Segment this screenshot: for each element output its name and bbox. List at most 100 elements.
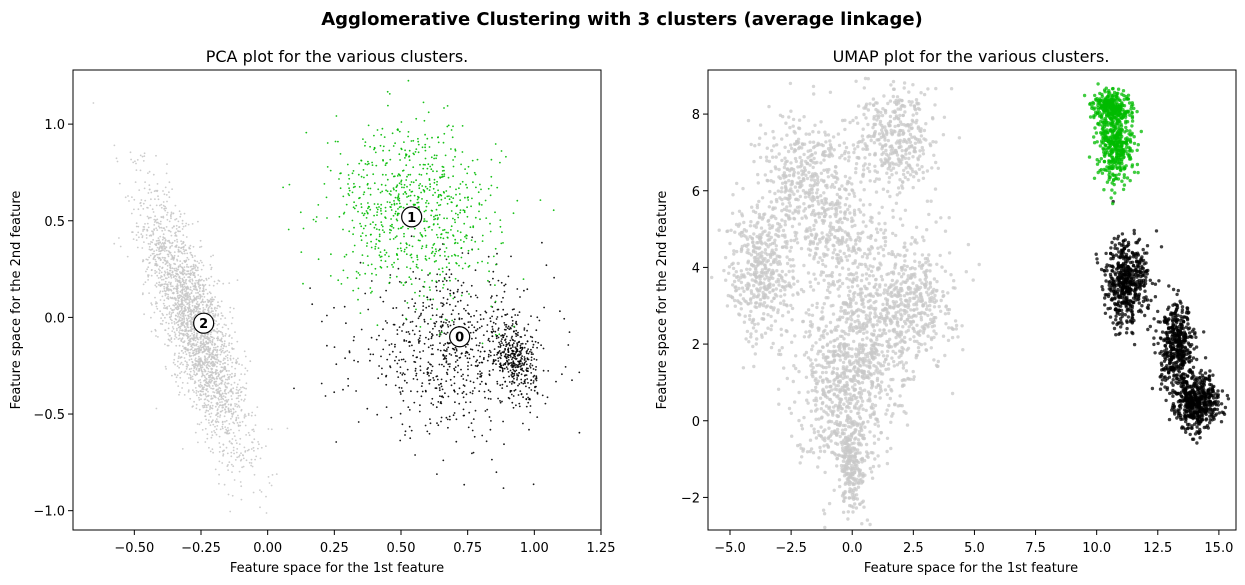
pca-point xyxy=(128,200,130,202)
pca-point xyxy=(512,346,514,348)
umap-point xyxy=(835,337,840,341)
pca-point xyxy=(416,356,418,359)
umap-point xyxy=(800,427,805,431)
pca-point xyxy=(526,340,529,343)
pca-point xyxy=(215,309,217,312)
pca-point xyxy=(353,226,355,229)
pca-point xyxy=(360,175,363,178)
pca-point xyxy=(384,206,387,209)
pca-point xyxy=(424,133,426,136)
pca-point xyxy=(166,289,168,292)
pca-point xyxy=(480,374,483,377)
pca-point xyxy=(334,140,337,143)
pca-point xyxy=(189,343,192,345)
pca-point xyxy=(170,258,173,260)
pca-point xyxy=(244,367,247,370)
pca-point xyxy=(500,334,502,337)
pca-point xyxy=(458,387,461,390)
pca-point xyxy=(178,275,181,278)
pca-point xyxy=(366,174,368,177)
pca-point xyxy=(143,241,145,244)
pca-point xyxy=(526,288,529,291)
pca-point xyxy=(513,325,515,328)
pca-title: PCA plot for the various clusters. xyxy=(206,47,469,66)
pca-point xyxy=(186,256,189,259)
pca-point xyxy=(531,336,534,339)
pca-point xyxy=(525,351,528,353)
pca-point xyxy=(360,203,363,205)
pca-point xyxy=(191,268,193,271)
pca-point xyxy=(213,346,215,349)
pca-point xyxy=(440,395,443,398)
pca-point xyxy=(358,186,361,188)
pca-point xyxy=(513,389,516,392)
pca-point xyxy=(415,148,418,151)
pca-point xyxy=(172,292,175,295)
pca-point xyxy=(159,276,162,279)
pca-point xyxy=(329,275,332,277)
pca-point xyxy=(380,210,382,212)
umap-point xyxy=(881,363,886,368)
umap-point xyxy=(880,343,884,347)
pca-point xyxy=(182,363,184,366)
pca-point xyxy=(149,243,152,245)
pca-point xyxy=(193,334,195,336)
pca-point xyxy=(220,312,223,314)
pca-point xyxy=(466,186,468,189)
pca-point xyxy=(203,386,205,389)
pca-point xyxy=(116,160,119,163)
pca-point xyxy=(204,283,207,286)
pca-point xyxy=(302,227,305,230)
pca-point xyxy=(209,415,212,418)
pca-point xyxy=(364,144,366,147)
pca-point xyxy=(184,292,187,295)
pca-series-cluster-2 xyxy=(92,102,289,514)
pca-point xyxy=(155,260,158,263)
pca-point xyxy=(514,357,516,360)
pca-point xyxy=(468,353,471,356)
pca-point xyxy=(429,422,432,425)
pca-point xyxy=(410,235,413,238)
pca-point xyxy=(408,425,411,428)
pca-point xyxy=(532,382,535,384)
pca-point xyxy=(135,225,138,228)
pca-point xyxy=(191,279,194,282)
pca-point xyxy=(195,297,198,299)
pca-point xyxy=(437,401,440,403)
pca-point xyxy=(431,229,433,231)
pca-point xyxy=(179,372,181,375)
pca-point xyxy=(374,245,377,248)
pca-point xyxy=(486,359,489,362)
pca-point xyxy=(185,317,188,320)
pca-point xyxy=(199,279,202,282)
pca-point xyxy=(472,226,475,229)
pca-point xyxy=(119,245,122,248)
pca-point xyxy=(136,246,139,249)
pca-point xyxy=(533,358,536,360)
pca-point xyxy=(182,352,185,354)
pca-point xyxy=(422,301,425,304)
pca-point xyxy=(228,344,230,346)
pca-point xyxy=(471,429,474,432)
pca-point xyxy=(377,247,380,250)
pca-point xyxy=(199,338,202,340)
pca-point xyxy=(174,218,177,221)
pca-point xyxy=(145,237,148,239)
pca-point xyxy=(488,370,491,372)
pca-point xyxy=(205,365,208,367)
pca-point xyxy=(164,292,167,295)
pca-point xyxy=(180,361,183,364)
pca-point xyxy=(197,441,199,444)
pca-point xyxy=(210,398,213,400)
pca-point xyxy=(223,323,226,326)
umap-point xyxy=(875,378,880,383)
pca-point xyxy=(381,190,384,193)
pca-point xyxy=(525,385,527,388)
pca-point xyxy=(178,304,181,307)
pca-point xyxy=(381,225,384,228)
pca-point xyxy=(198,307,201,310)
pca-point xyxy=(157,284,160,286)
pca-point xyxy=(224,396,227,399)
pca-point xyxy=(204,427,207,430)
pca-point xyxy=(404,191,407,193)
